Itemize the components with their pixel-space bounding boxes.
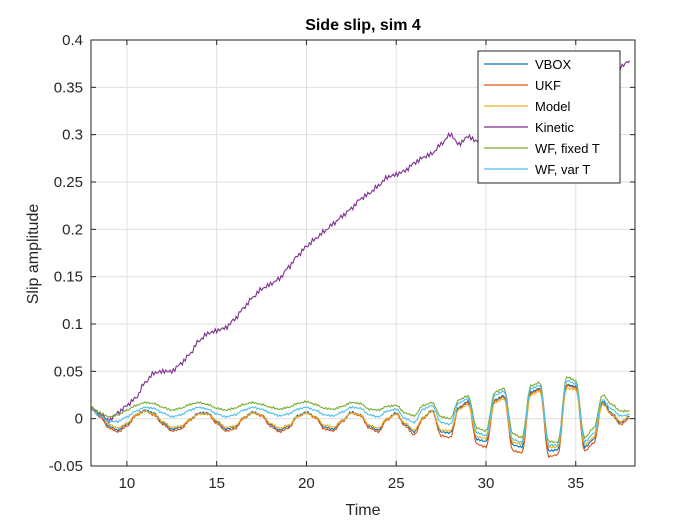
legend: VBOX UKF Model Kinetic WF, fixed T WF, var T	[477, 50, 621, 184]
y-tick-label: 0.05	[54, 363, 83, 380]
axes-box	[90, 39, 636, 467]
legend-label-ukf: UKF	[535, 78, 561, 93]
y-tick-label: 0.15	[54, 269, 83, 286]
y-tick-label: 0.3	[62, 127, 83, 144]
series-layer	[91, 60, 631, 459]
series-line-wf-fixed-t	[91, 376, 630, 444]
y-tick-label: -0.05	[49, 458, 83, 475]
y-tick-label: 0.4	[62, 32, 83, 49]
legend-items: VBOX UKF Model Kinetic WF, fixed T WF, var T	[484, 57, 600, 177]
y-axis-label: Slip amplitude	[25, 204, 42, 305]
legend-label-wf-fixed-t: WF, fixed T	[535, 141, 600, 156]
y-tick-label: 0.1	[62, 316, 83, 333]
y-tick-label: 0	[75, 411, 83, 428]
ticks: 10 15 20 25 30 35 -0.05 0 0.05 0.1 0.15 0.2 0.25 0.3 0…	[49, 32, 635, 492]
legend-label-model: Model	[535, 99, 571, 114]
y-tick-label: 0.35	[54, 79, 83, 96]
y-tick-label: 0.2	[62, 221, 83, 238]
legend-label-kinetic: Kinetic	[535, 120, 575, 135]
legend-box	[477, 50, 621, 184]
legend-label-vbox: VBOX	[535, 57, 571, 72]
x-tick-label: 25	[388, 475, 405, 492]
series-line-wf-var-t	[91, 379, 630, 447]
series-line-model	[91, 387, 630, 449]
legend-label-wf-var-t: WF, var T	[535, 162, 590, 177]
y-tick-label: 0.25	[54, 174, 83, 191]
x-tick-label: 15	[208, 475, 225, 492]
chart-title: Side slip, sim 4	[305, 17, 421, 34]
x-tick-label: 20	[298, 475, 315, 492]
x-tick-label: 30	[478, 475, 495, 492]
x-axis-label: Time	[346, 502, 381, 519]
x-tick-label: 35	[567, 475, 584, 492]
x-tick-label: 10	[119, 475, 136, 492]
